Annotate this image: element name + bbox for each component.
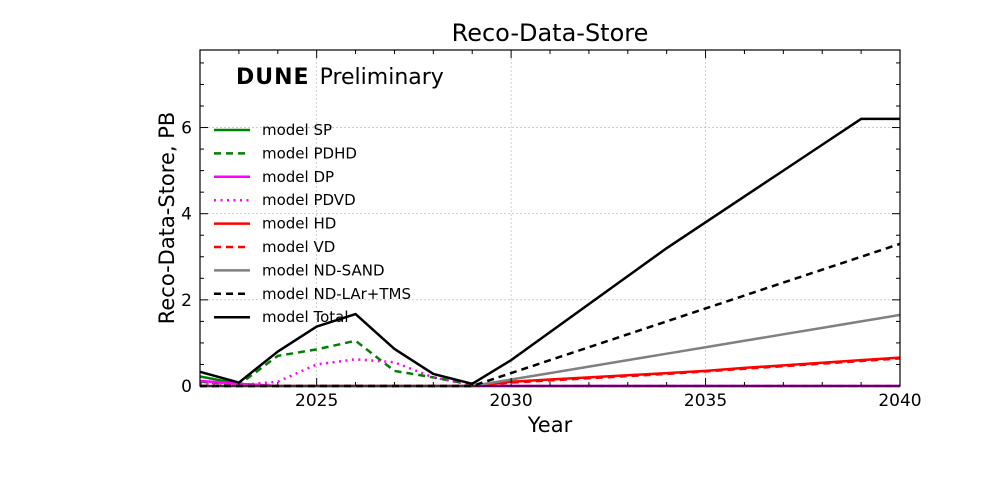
legend-entry: model PDVD	[214, 191, 356, 209]
legend-label: model VD	[262, 238, 335, 256]
y-tick-label: 4	[181, 205, 192, 225]
series-line-model-vd	[200, 357, 901, 388]
y-tick-label: 2	[181, 291, 192, 311]
y-axis-label: Reco-Data-Store, PB	[155, 112, 179, 325]
chart-title: Reco-Data-Store	[452, 19, 649, 47]
series-line-model-total	[199, 117, 900, 386]
legend-entry: model SP	[214, 121, 332, 139]
legend-label: model PDVD	[262, 191, 356, 209]
y-tick-label: 0	[181, 377, 192, 397]
legend-label: model HD	[262, 215, 336, 233]
brand-normal: Preliminary	[320, 65, 444, 90]
svg-text:DUNE Preliminary: DUNE Preliminary	[236, 65, 444, 90]
legend-label: model ND-SAND	[262, 261, 385, 279]
series-line-model-hd	[200, 356, 901, 388]
legend-label: model SP	[262, 121, 332, 139]
legend: model SP model PDHD model DP model PDVD mode…	[214, 121, 411, 326]
legend-entry: model VD	[214, 238, 335, 256]
legend-entry: model HD	[214, 215, 336, 233]
legend-entry: model DP	[214, 168, 334, 186]
x-axis-label: Year	[527, 413, 573, 437]
legend-entry: model PDHD	[214, 144, 357, 162]
legend-entry: model ND-LAr+TMS	[214, 285, 411, 303]
grid	[200, 50, 900, 386]
legend-label: model ND-LAr+TMS	[262, 285, 411, 303]
legend-label: model DP	[262, 168, 334, 186]
brand-label: DUNE Preliminary	[236, 65, 444, 90]
legend-entry: model ND-SAND	[214, 261, 385, 279]
tick-labels: 2025 2030 2035 2040 0 2 4 6	[181, 119, 921, 411]
legend-label: model Total	[262, 308, 349, 326]
x-tick-label: 2035	[684, 391, 727, 411]
x-tick-label: 2025	[295, 391, 338, 411]
x-tick-label: 2040	[878, 391, 921, 411]
x-tick-label: 2030	[489, 391, 532, 411]
brand-bold: DUNE	[236, 65, 310, 90]
legend-entry: model Total	[214, 308, 349, 326]
legend-label: model PDHD	[262, 144, 357, 162]
y-tick-label: 6	[181, 119, 192, 139]
series-line-model-nd-lar-tms	[200, 242, 901, 388]
ticks	[199, 50, 901, 387]
